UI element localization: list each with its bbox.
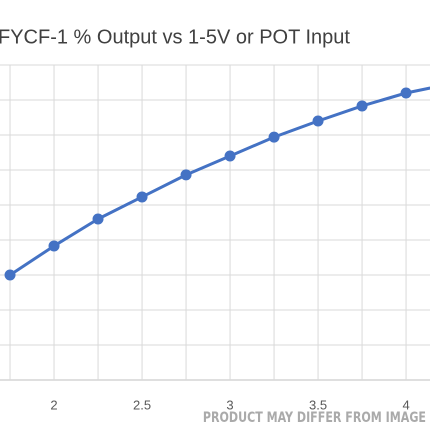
chart-title: FYCF-1 % Output vs 1-5V or POT Input bbox=[0, 26, 350, 48]
x-tick-label: 3.5 bbox=[309, 397, 327, 412]
series-line bbox=[9, 86, 430, 277]
x-tick-label: 2 bbox=[50, 397, 57, 412]
data-point bbox=[312, 115, 324, 127]
data-point bbox=[400, 87, 412, 99]
data-point bbox=[224, 150, 236, 162]
watermark: PRODUCT MAY DIFFER FROM IMAGE bbox=[203, 411, 426, 427]
data-point bbox=[136, 191, 148, 203]
x-tick-label: 4 bbox=[402, 397, 409, 412]
data-point bbox=[4, 269, 16, 281]
data-point bbox=[48, 240, 60, 252]
data-point bbox=[268, 131, 280, 143]
data-point bbox=[356, 100, 368, 112]
x-tick-label: 2.5 bbox=[133, 397, 151, 412]
data-point bbox=[180, 169, 192, 181]
data-point bbox=[92, 213, 104, 225]
x-tick-label: 3 bbox=[226, 397, 233, 412]
